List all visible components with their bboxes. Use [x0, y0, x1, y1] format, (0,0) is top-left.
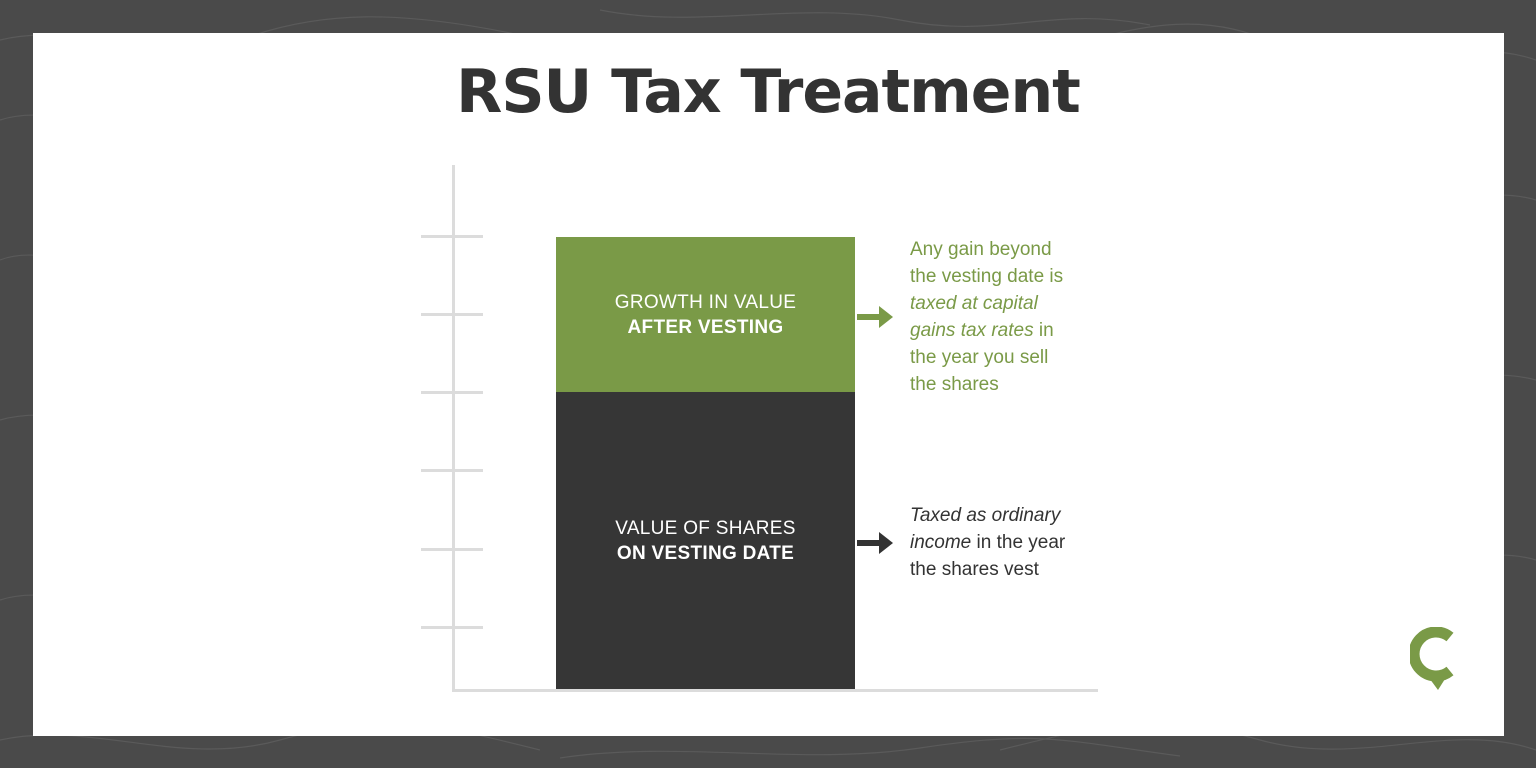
y-axis-tick [421, 548, 483, 551]
page-title: RSU Tax Treatment [456, 57, 1081, 127]
ordinary-income-note: Taxed as ordinary income in the year the… [910, 502, 1120, 583]
note-text: in [1033, 320, 1054, 341]
note-line: taxed at capital [910, 290, 1120, 317]
y-axis-tick [421, 469, 483, 472]
note-line: the year you sell [910, 347, 1049, 368]
capital-gains-note: Any gain beyond the vesting date is taxe… [910, 236, 1120, 398]
y-axis-tick [421, 391, 483, 394]
y-axis-tick [421, 626, 483, 629]
arrow-right-green-icon [857, 306, 893, 328]
note-emphasis: taxed at capital [910, 293, 1038, 314]
bar-segment-growth-after-vesting: GROWTH IN VALUE AFTER VESTING [556, 237, 855, 392]
note-line: the vesting date is [910, 266, 1064, 287]
note-emphasis: Taxed as ordinary [910, 505, 1061, 526]
note-emphasis: gains tax rates [910, 320, 1034, 341]
y-axis-tick [421, 313, 483, 316]
y-axis [452, 165, 455, 692]
bar-label-line-bold: ON VESTING DATE [616, 542, 795, 564]
note-line: income in the year [910, 529, 1120, 556]
location-pin-c-logo-icon [1410, 627, 1454, 690]
arrow-right-dark-icon [857, 532, 893, 554]
note-line: the shares vest [910, 559, 1039, 580]
bar-label-line: GROWTH IN VALUE [614, 291, 797, 313]
bar-label-line: VALUE OF SHARES [615, 517, 796, 539]
bar-segment-value-on-vesting-date: VALUE OF SHARES ON VESTING DATE [556, 392, 855, 689]
note-line: Taxed as ordinary [910, 502, 1120, 529]
note-line: Any gain beyond [910, 239, 1052, 260]
note-line: the shares [910, 374, 999, 395]
x-axis [452, 689, 1098, 692]
note-line: gains tax rates in [910, 317, 1120, 344]
bar-label-line-bold: AFTER VESTING [627, 316, 784, 338]
y-axis-tick [421, 235, 483, 238]
note-text: in the year [971, 532, 1066, 553]
note-emphasis: income [910, 532, 972, 553]
